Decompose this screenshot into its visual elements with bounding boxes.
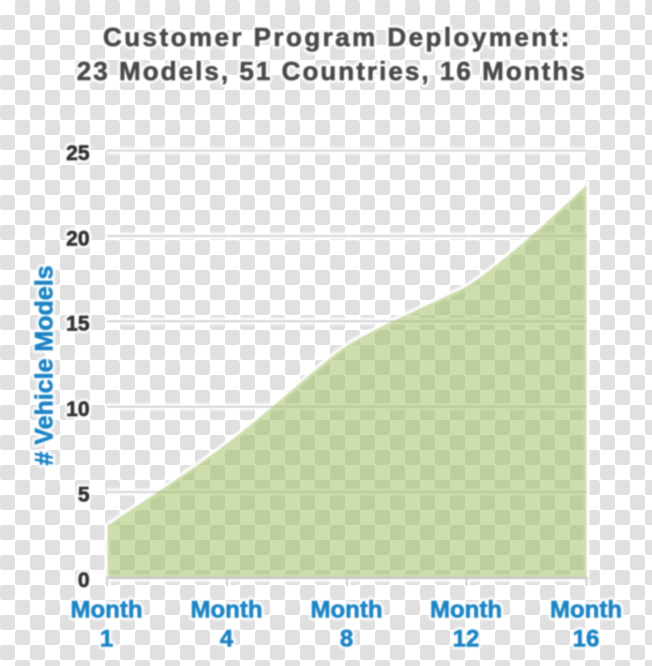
svg-text:Month: Month: [550, 597, 622, 624]
svg-text:0: 0: [78, 569, 90, 592]
svg-text:10: 10: [66, 398, 89, 421]
svg-text:20: 20: [66, 227, 89, 250]
svg-text:8: 8: [340, 626, 353, 653]
svg-text:Month: Month: [550, 597, 622, 624]
svg-text:20: 20: [66, 227, 89, 250]
svg-text:25: 25: [66, 142, 90, 165]
svg-text:15: 15: [66, 313, 90, 336]
svg-text:16: 16: [573, 626, 600, 653]
svg-text:23 Models, 51 Countries, 16 Mo: 23 Models, 51 Countries, 16 Months: [77, 56, 587, 86]
svg-text:Month: Month: [191, 597, 263, 624]
svg-text:1: 1: [100, 626, 113, 653]
svg-text:# Vehicle Models: # Vehicle Models: [31, 265, 59, 465]
svg-text:Month: Month: [71, 597, 143, 624]
svg-text:Month: Month: [430, 597, 502, 624]
svg-text:16: 16: [573, 626, 600, 653]
svg-text:5: 5: [78, 483, 90, 506]
svg-text:Customer Program Deployment:: Customer Program Deployment:: [103, 22, 572, 52]
svg-text:5: 5: [78, 483, 90, 506]
svg-text:Month: Month: [311, 597, 383, 624]
svg-text:Month: Month: [311, 597, 383, 624]
svg-text:12: 12: [453, 626, 480, 653]
svg-text:12: 12: [453, 626, 480, 653]
svg-text:Month: Month: [71, 597, 143, 624]
svg-text:Month: Month: [430, 597, 502, 624]
svg-text:4: 4: [220, 626, 234, 653]
svg-text:4: 4: [220, 626, 234, 653]
svg-text:10: 10: [66, 398, 89, 421]
svg-text:15: 15: [66, 313, 90, 336]
svg-text:Customer Program Deployment:: Customer Program Deployment:: [103, 22, 572, 52]
svg-text:8: 8: [340, 626, 353, 653]
svg-text:1: 1: [100, 626, 113, 653]
svg-text:23 Models, 51 Countries, 16 Mo: 23 Models, 51 Countries, 16 Months: [77, 56, 587, 86]
svg-text:0: 0: [78, 569, 90, 592]
svg-text:25: 25: [66, 142, 90, 165]
svg-text:# Vehicle Models: # Vehicle Models: [31, 265, 59, 465]
svg-text:Month: Month: [191, 597, 263, 624]
